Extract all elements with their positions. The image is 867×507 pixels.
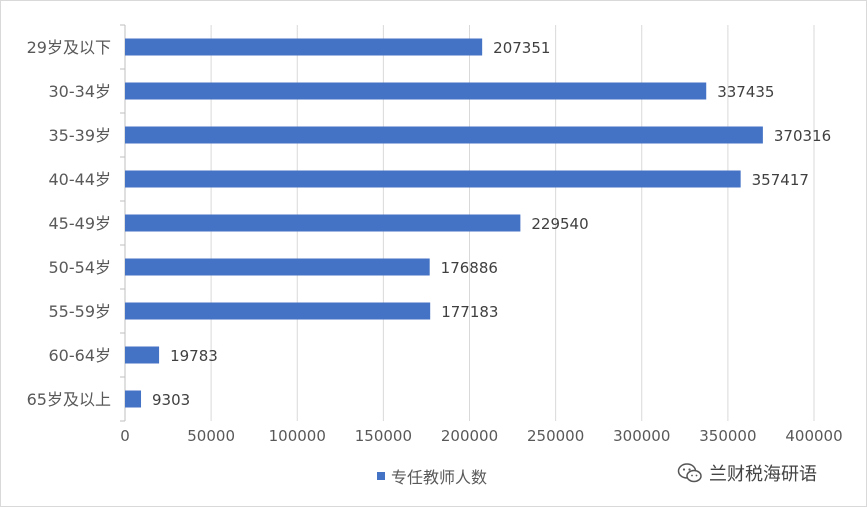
category-label: 29岁及以下 <box>27 38 111 57</box>
data-labels: 207351 337435 370316 357417 229540 176886 1771… <box>152 39 831 409</box>
wechat-icon <box>677 463 702 483</box>
category-label: 40-44岁 <box>49 170 112 189</box>
bar <box>125 346 160 364</box>
x-tick-labels: 0 50000 100000 150000 200000 250000 300000 3500… <box>120 427 842 445</box>
watermark: 兰财税海研语 <box>677 460 817 486</box>
category-label: 65岁及以上 <box>27 390 111 409</box>
category-label: 50-54岁 <box>49 258 112 277</box>
category-label: 45-49岁 <box>49 214 112 233</box>
data-label: 229540 <box>531 215 588 233</box>
data-label: 19783 <box>170 347 218 365</box>
bar <box>125 390 142 408</box>
legend-swatch <box>377 472 385 480</box>
data-label: 177183 <box>441 303 498 321</box>
bar <box>125 214 521 232</box>
data-label: 357417 <box>752 171 809 189</box>
x-tick-label: 150000 <box>355 427 412 445</box>
x-tick-label: 400000 <box>785 427 842 445</box>
category-label: 55-59岁 <box>49 302 112 321</box>
x-tick-label: 0 <box>120 427 130 445</box>
x-tick-label: 350000 <box>699 427 756 445</box>
bar <box>125 302 431 320</box>
x-tick-label: 100000 <box>269 427 326 445</box>
category-label: 35-39岁 <box>49 126 112 145</box>
bar <box>125 258 430 276</box>
bar <box>125 126 763 144</box>
x-tick-label: 250000 <box>527 427 584 445</box>
data-label: 370316 <box>774 127 831 145</box>
watermark-text: 兰财税海研语 <box>709 464 817 485</box>
x-tick-label: 50000 <box>187 427 235 445</box>
category-labels: 29岁及以下 30-34岁 35-39岁 40-44岁 45-49岁 50-54岁 55-5… <box>27 38 111 409</box>
category-label: 30-34岁 <box>49 82 112 101</box>
data-label: 9303 <box>152 391 190 409</box>
data-label: 207351 <box>493 39 550 57</box>
legend: 专任教师人数 <box>377 464 487 488</box>
bars <box>125 38 763 408</box>
data-label: 176886 <box>441 259 498 277</box>
bar <box>125 38 483 56</box>
bar <box>125 82 707 100</box>
category-label: 60-64岁 <box>49 346 112 365</box>
x-tick-label: 300000 <box>613 427 670 445</box>
data-label: 337435 <box>717 83 774 101</box>
bar <box>125 170 741 188</box>
legend-label: 专任教师人数 <box>391 468 488 487</box>
x-tick-label: 200000 <box>441 427 498 445</box>
